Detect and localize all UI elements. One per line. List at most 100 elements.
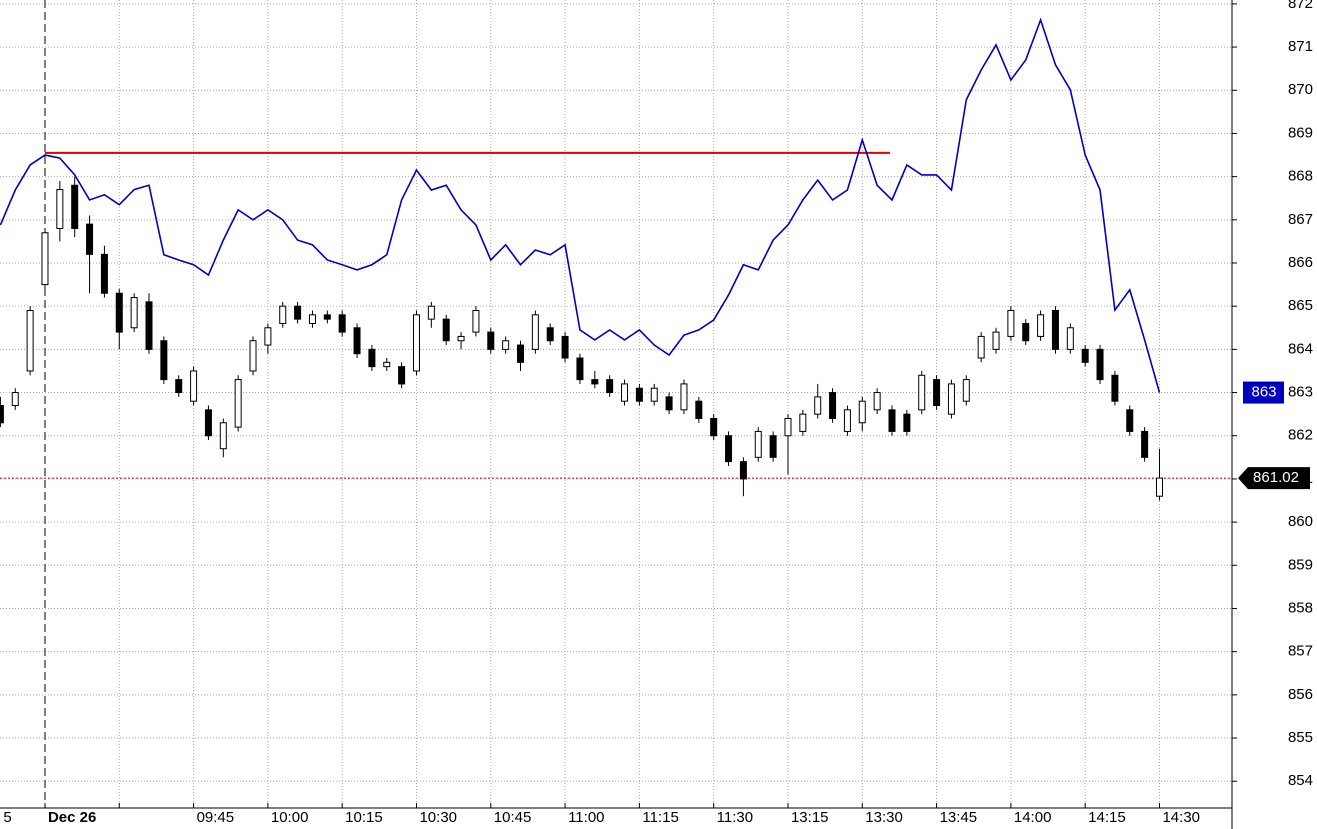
x-tick-label: 13:30 xyxy=(865,809,903,826)
line-last-label: 863 xyxy=(1251,384,1276,401)
candle-body xyxy=(1141,430,1149,458)
candle-body xyxy=(576,357,584,381)
y-tick-label: 855 xyxy=(1288,729,1313,746)
candle-body xyxy=(829,392,837,419)
y-tick-label: 871 xyxy=(1288,38,1313,55)
price-box xyxy=(1238,467,1310,490)
candle-body xyxy=(264,327,272,346)
candle-body xyxy=(933,379,941,407)
y-tick-label: 856 xyxy=(1288,686,1313,703)
candle-body xyxy=(86,223,94,255)
candle-body xyxy=(219,422,227,450)
candle-body xyxy=(606,379,614,394)
candle-body xyxy=(888,409,896,432)
y-tick-label: 865 xyxy=(1288,297,1313,314)
y-tick-label: 858 xyxy=(1288,599,1313,616)
candle-body xyxy=(918,374,926,411)
x-tick-label: 14:00 xyxy=(1014,809,1052,826)
x-tick-label: 14:30 xyxy=(1162,809,1200,826)
candle-body xyxy=(100,253,108,294)
candle-body xyxy=(665,396,673,411)
overlay-line xyxy=(0,17,1161,393)
x-tick-label: 10:15 xyxy=(345,809,383,826)
y-tick-label: 868 xyxy=(1288,168,1313,185)
x-tick-label: Dec 26 xyxy=(48,809,96,826)
candle-body xyxy=(11,392,19,407)
candle-body xyxy=(546,327,554,342)
candle-body xyxy=(323,314,331,320)
candle-body xyxy=(635,387,643,402)
candle-body xyxy=(1037,314,1045,337)
candle-body xyxy=(725,435,733,463)
candle-body xyxy=(858,400,866,424)
candle-body xyxy=(977,335,985,359)
candle-body xyxy=(1007,310,1015,337)
y-tick-label: 872 xyxy=(1288,0,1313,12)
candle-body xyxy=(739,461,747,480)
candle-body xyxy=(992,331,1000,350)
candle-body xyxy=(487,331,495,350)
candle-body xyxy=(71,184,79,229)
candle-body xyxy=(502,340,510,350)
x-tick-label: 11:00 xyxy=(568,809,604,826)
candle-body xyxy=(338,314,346,333)
candle-body xyxy=(903,413,911,432)
candle-body xyxy=(561,335,569,359)
candle-body xyxy=(279,305,287,324)
y-tick-label: 854 xyxy=(1288,772,1313,789)
candle-body xyxy=(1126,409,1134,432)
x-tick-label: 13:15 xyxy=(791,809,829,826)
price-label: 861.02 xyxy=(1253,469,1299,486)
candle-body xyxy=(160,340,168,381)
y-tick-label: 867 xyxy=(1288,211,1313,228)
candle-body xyxy=(1066,327,1074,350)
x-tick-label: 5 xyxy=(3,809,11,826)
y-tick-label: 862 xyxy=(1288,427,1313,444)
candle-body xyxy=(115,292,123,333)
candle-body xyxy=(398,366,406,385)
x-tick-label: 10:00 xyxy=(271,809,309,826)
candle-body xyxy=(1051,310,1059,350)
candle-body xyxy=(695,400,703,419)
candle-body xyxy=(190,370,198,402)
candle-body xyxy=(383,361,391,368)
candle-body xyxy=(799,413,807,432)
x-tick-label: 10:45 xyxy=(494,809,532,826)
candle-body xyxy=(650,387,658,402)
candle-body xyxy=(130,297,138,329)
y-tick-label: 866 xyxy=(1288,254,1313,271)
candle-body xyxy=(368,348,376,368)
candle-body xyxy=(591,379,599,385)
candle-body xyxy=(0,405,4,424)
candle-body xyxy=(1081,348,1089,363)
y-tick-label: 869 xyxy=(1288,124,1313,141)
candle-body xyxy=(710,417,718,437)
candle-body xyxy=(531,314,539,350)
x-tick-label: 10:30 xyxy=(419,809,457,826)
y-tick-label: 860 xyxy=(1288,513,1313,530)
candle-body xyxy=(457,335,465,342)
y-tick-label: 870 xyxy=(1288,81,1313,98)
candle-body xyxy=(234,379,242,428)
y-tick-label: 864 xyxy=(1288,340,1313,357)
candle-body xyxy=(947,383,955,415)
line-last-box xyxy=(1243,381,1284,404)
candle-body xyxy=(784,417,792,437)
candle-body xyxy=(1096,348,1104,381)
candle-body xyxy=(843,409,851,432)
candle-body xyxy=(308,314,316,324)
candle-body xyxy=(145,301,153,350)
candle-body xyxy=(204,409,212,437)
candle-body xyxy=(175,379,183,394)
candle-body xyxy=(962,379,970,402)
candle-body xyxy=(754,430,762,458)
candle-body xyxy=(814,396,822,415)
candle-body xyxy=(1111,374,1119,402)
x-tick-label: 11:30 xyxy=(717,809,753,826)
y-tick-label: 857 xyxy=(1288,643,1313,660)
candle-body xyxy=(41,232,49,286)
candle-body xyxy=(517,344,524,363)
candle-body xyxy=(427,305,435,320)
